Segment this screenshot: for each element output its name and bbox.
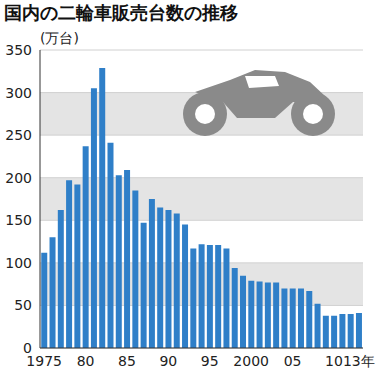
svg-text:10: 10 bbox=[325, 353, 343, 369]
svg-text:85: 85 bbox=[118, 353, 136, 369]
svg-text:250: 250 bbox=[5, 127, 32, 143]
svg-text:150: 150 bbox=[5, 212, 32, 228]
svg-text:95: 95 bbox=[201, 353, 219, 369]
svg-text:90: 90 bbox=[159, 353, 177, 369]
svg-text:2000: 2000 bbox=[233, 353, 269, 369]
svg-text:300: 300 bbox=[5, 85, 32, 101]
html-text:国内の二輪車販売台数の推移: 国内の二輪車販売台数の推移 bbox=[4, 2, 238, 23]
svg-text:05: 05 bbox=[284, 353, 302, 369]
svg-text:200: 200 bbox=[5, 170, 32, 186]
svg-text:1975: 1975 bbox=[26, 352, 62, 369]
svg-text:0: 0 bbox=[23, 340, 32, 356]
svg-text:50: 50 bbox=[14, 297, 32, 313]
html-text:(万台): (万台) bbox=[40, 30, 79, 46]
svg-text:13年: 13年 bbox=[343, 353, 375, 369]
svg-text:80: 80 bbox=[77, 353, 95, 369]
svg-text:100: 100 bbox=[5, 255, 32, 271]
svg-text:350: 350 bbox=[5, 42, 32, 58]
